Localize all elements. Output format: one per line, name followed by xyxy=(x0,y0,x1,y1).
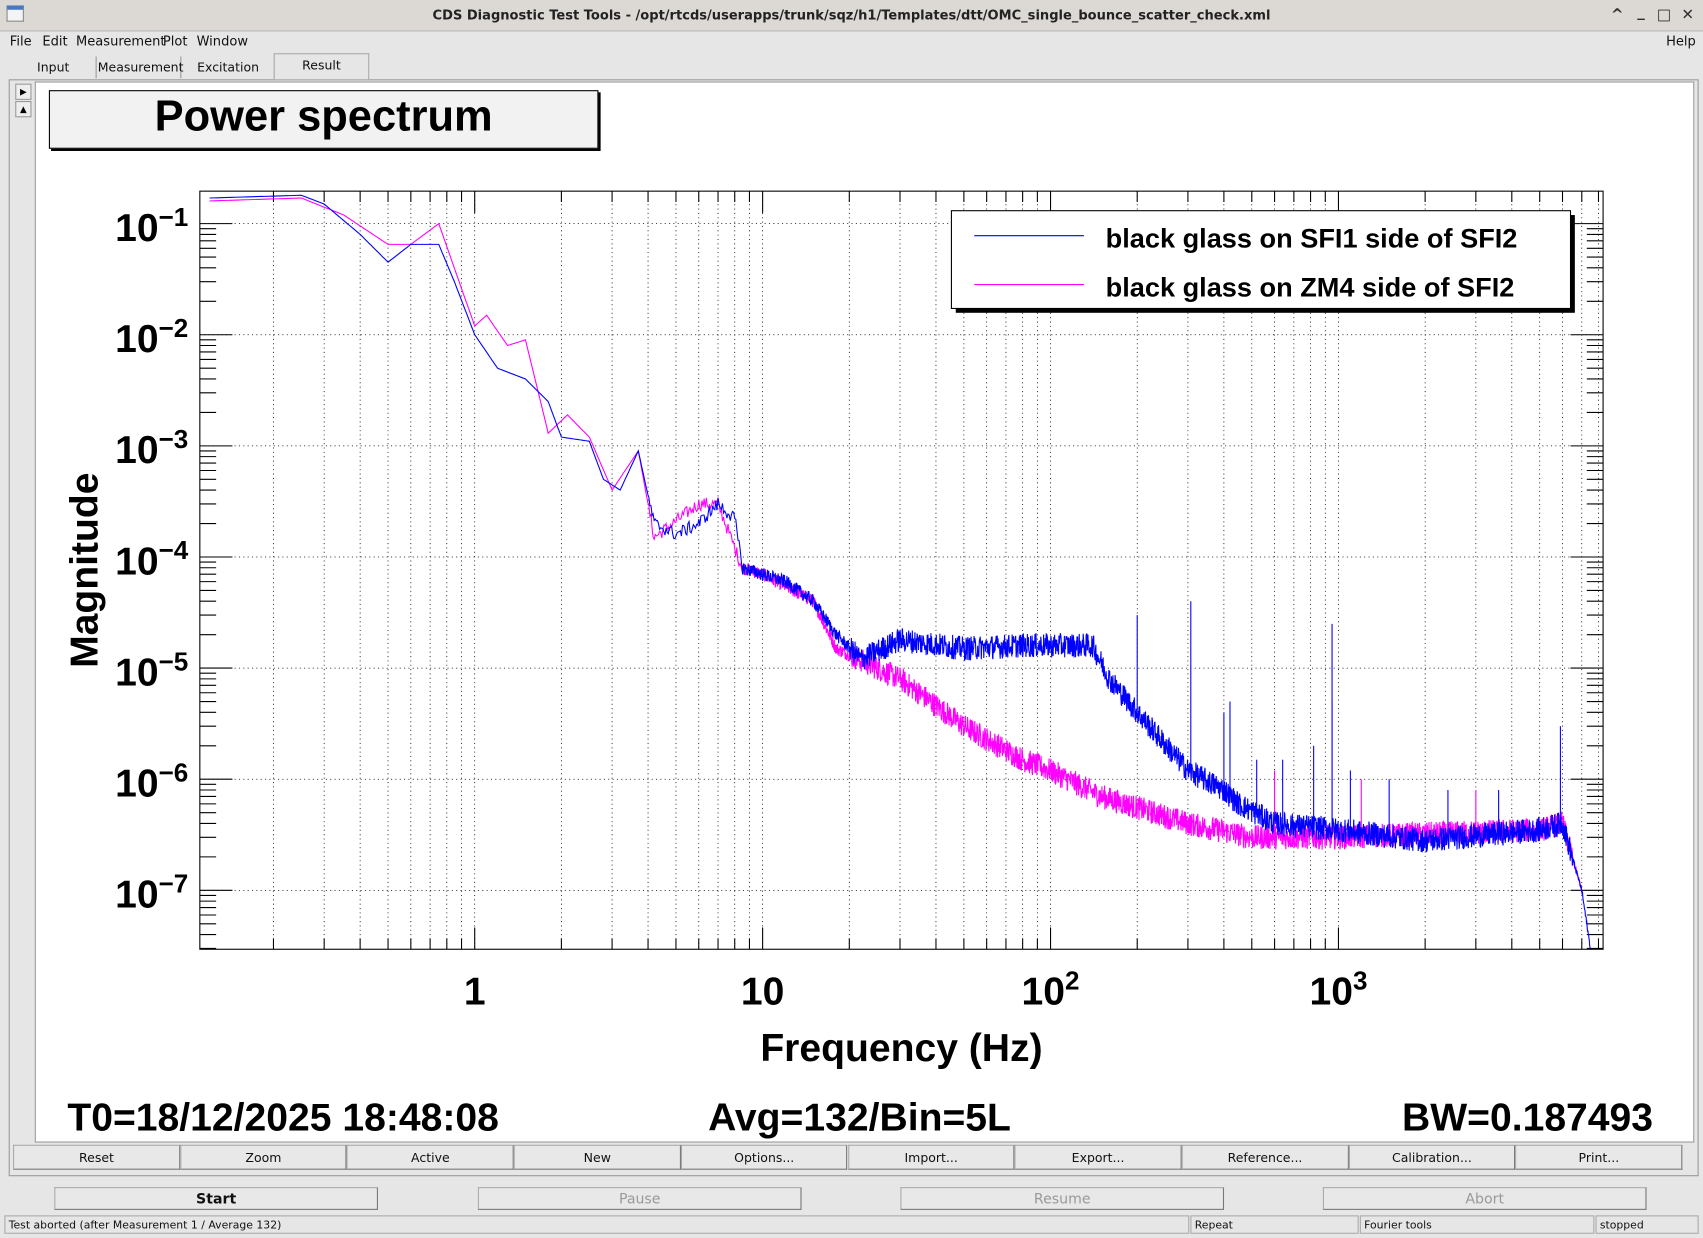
menu-help[interactable]: Help xyxy=(1666,33,1696,49)
grid xyxy=(199,191,1604,950)
x-axis-label: Frequency (Hz) xyxy=(760,1027,1042,1070)
x-tick-label: 10 xyxy=(741,971,784,1014)
plot-title: Power spectrum xyxy=(48,90,599,149)
y-tick-label: 10−4 xyxy=(115,535,189,583)
y-tick-base: 10 xyxy=(115,874,158,917)
x-tick-base: 10 xyxy=(741,971,784,1014)
x-tick-base: 1 xyxy=(464,971,486,1014)
y-tick-label: 10−1 xyxy=(115,202,188,250)
export-button[interactable]: Export... xyxy=(1014,1144,1182,1170)
zoom-button[interactable]: Zoom xyxy=(179,1144,347,1170)
title-bar: CDS Diagnostic Test Tools - /opt/rtcds/u… xyxy=(0,0,1703,32)
import-button[interactable]: Import... xyxy=(847,1144,1015,1170)
y-tick-label: 10−6 xyxy=(115,757,188,805)
options-button[interactable]: Options... xyxy=(680,1144,848,1170)
y-tick-base: 10 xyxy=(115,540,158,583)
avg-readout: Avg=132/Bin=5L xyxy=(708,1094,1011,1140)
series-line-1 xyxy=(209,197,1583,893)
new-button[interactable]: New xyxy=(513,1144,681,1170)
status-repeat: Repeat xyxy=(1190,1215,1359,1234)
start-button[interactable]: Start xyxy=(54,1187,378,1210)
menu-bar: File Edit Measurement Plot Window Help xyxy=(0,31,1703,52)
menu-measurement[interactable]: Measurement xyxy=(76,33,166,49)
close-icon[interactable]: ✕ xyxy=(1681,6,1695,24)
y-axis-label: Magnitude xyxy=(64,473,107,668)
y-tick-exp: −3 xyxy=(159,424,189,454)
y-tick-base: 10 xyxy=(115,318,158,361)
x-tick-label: 1 xyxy=(464,971,486,1014)
series-group xyxy=(209,194,1591,949)
shade-icon[interactable]: ^ xyxy=(1610,6,1624,24)
x-tick-label: 102 xyxy=(1022,965,1080,1013)
x-tick-base: 10 xyxy=(1022,971,1065,1014)
tab-input[interactable]: Input xyxy=(11,56,97,79)
y-tick-base: 10 xyxy=(115,207,158,250)
legend-label-sfi1: black glass on SFI1 side of SFI2 xyxy=(1106,223,1518,254)
t0-readout: T0=18/12/2025 18:48:08 xyxy=(67,1094,499,1140)
reset-button[interactable]: Reset xyxy=(13,1144,180,1170)
status-message: Test aborted (after Measurement 1 / Aver… xyxy=(4,1215,1190,1234)
legend: black glass on SFI1 side of SFI2 black g… xyxy=(950,210,1575,313)
tab-result[interactable]: Result xyxy=(273,53,370,80)
window-icon[interactable] xyxy=(6,5,24,22)
bw-readout: BW=0.187493 xyxy=(1401,1094,1654,1140)
y-tick-base: 10 xyxy=(115,763,158,806)
series-line-0 xyxy=(209,194,1591,949)
legend-label-zm4: black glass on ZM4 side of SFI2 xyxy=(1106,272,1515,303)
result-panel xyxy=(8,79,1699,1177)
x-tick-base: 10 xyxy=(1309,971,1352,1014)
y-tick-label: 10−5 xyxy=(115,646,188,694)
y-tick-label: 10−7 xyxy=(115,869,188,917)
maximize-icon[interactable]: □ xyxy=(1656,6,1672,24)
menu-edit[interactable]: Edit xyxy=(42,33,68,49)
menu-file[interactable]: File xyxy=(9,33,32,49)
status-tools: Fourier tools xyxy=(1359,1215,1595,1234)
y-tick-exp: −5 xyxy=(159,646,189,676)
y-tick-exp: −4 xyxy=(159,535,189,565)
reference-button[interactable]: Reference... xyxy=(1181,1144,1349,1170)
menu-plot[interactable]: Plot xyxy=(162,33,188,49)
axis-ticks xyxy=(199,191,1604,950)
x-tick-label: 103 xyxy=(1309,965,1367,1013)
active-button[interactable]: Active xyxy=(346,1144,514,1170)
plot-frame xyxy=(199,190,1604,950)
y-tick-exp: −1 xyxy=(159,202,189,232)
calibration-button[interactable]: Calibration... xyxy=(1348,1144,1516,1170)
x-tick-exp: 3 xyxy=(1353,965,1368,995)
print-button[interactable]: Print... xyxy=(1515,1144,1683,1170)
minimize-icon[interactable]: _ xyxy=(1637,3,1645,21)
y-tick-exp: −2 xyxy=(159,313,189,343)
window-title: CDS Diagnostic Test Tools - /opt/rtcds/u… xyxy=(432,7,1271,23)
x-tick-exp: 2 xyxy=(1065,965,1080,995)
abort-button[interactable]: Abort xyxy=(1322,1187,1647,1210)
y-tick-exp: −6 xyxy=(159,757,189,787)
pause-button[interactable]: Pause xyxy=(477,1187,802,1210)
status-state: stopped xyxy=(1595,1215,1699,1234)
y-tick-label: 10−2 xyxy=(115,313,188,361)
scroll-up-icon[interactable]: ▲ xyxy=(15,101,32,118)
y-tick-exp: −7 xyxy=(159,869,189,899)
y-tick-base: 10 xyxy=(115,651,158,694)
tab-measurement[interactable]: Measurement xyxy=(98,56,183,79)
resume-button[interactable]: Resume xyxy=(900,1187,1225,1210)
menu-window[interactable]: Window xyxy=(196,33,248,49)
expand-arrow-icon[interactable]: ▶ xyxy=(15,83,32,100)
legend-box xyxy=(950,210,1572,309)
y-tick-label: 10−3 xyxy=(115,424,188,472)
y-tick-base: 10 xyxy=(115,429,158,472)
